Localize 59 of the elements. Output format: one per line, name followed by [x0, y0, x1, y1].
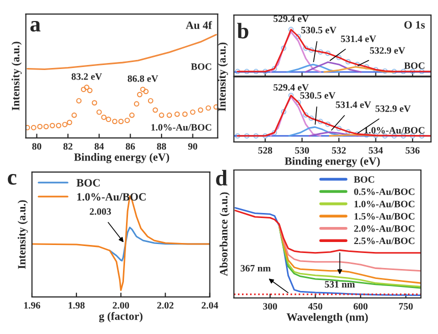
annotation: 529.4 eV: [274, 15, 309, 22]
x-tick-label: 750: [399, 303, 413, 310]
annotation: b: [237, 22, 248, 38]
annotation: 531.4 eV: [340, 36, 376, 42]
annotation: 530.5 eV: [300, 92, 336, 99]
x-tick-label: 530: [295, 147, 309, 154]
x-tick-label: 600: [354, 303, 368, 310]
y-axis-title: Intensity (a.u.): [18, 200, 28, 269]
x-tick-label: 534: [368, 147, 383, 154]
x-tick-label: 2.04: [202, 302, 218, 309]
x-tick-label: 300: [263, 303, 278, 310]
annotation: 86.8 eV: [128, 75, 158, 82]
x-tick-label: 450: [308, 303, 322, 310]
x-tick-label: 86: [126, 143, 135, 150]
x-axis-title: Binding energy (eV): [74, 153, 170, 164]
annotation: 2.003: [90, 208, 111, 215]
annotation: 530.5 eV: [301, 26, 336, 34]
x-tick-label: 532: [332, 147, 346, 154]
x-axis-title: g (factor): [99, 312, 142, 322]
series-label: BOC: [191, 63, 212, 70]
text: Au 4f: [186, 21, 212, 30]
legend-label: 1.0%-Au/BOC: [77, 193, 146, 201]
annotation: 532.9 eV: [370, 47, 406, 54]
x-tick-label: 536: [406, 147, 420, 154]
annotation: 532.9 eV: [376, 105, 411, 112]
legend-label: 2.5%-Au/BOC: [354, 238, 414, 244]
series-label: BOC: [404, 62, 424, 69]
annotation: 531 nm: [324, 281, 355, 288]
annotation: 531.4 eV: [336, 101, 371, 108]
x-tick-label: 80: [32, 143, 42, 150]
x-tick-label: 84: [94, 143, 104, 150]
y-axis-title: Absorbance (a.u.): [220, 192, 230, 276]
x-tick-label: 528: [258, 147, 272, 154]
legend-label: 1.0%-Au/BOC: [354, 200, 414, 208]
text: O 1s: [404, 21, 425, 29]
y-axis-title: Intensity (a.u.): [218, 42, 228, 112]
x-tick-label: 1.98: [68, 302, 85, 309]
legend-label: 1.5%-Au/BOC: [354, 213, 414, 220]
text: d: [216, 170, 228, 186]
text: c: [8, 174, 16, 185]
annotation: 83.2 eV: [72, 73, 102, 80]
x-tick-label: 88: [157, 143, 166, 150]
y-axis-title: Intensity (a.u.): [12, 42, 22, 110]
legend-label: 0.5%-Au/BOC: [354, 188, 414, 196]
legend-label: 2.0%-Au/BOC: [354, 225, 414, 232]
x-tick-label: 1.96: [24, 302, 40, 309]
x-tick-label: 90: [188, 143, 198, 150]
x-axis-title: Binding energy (eV): [284, 157, 380, 168]
x-axis-title: Wavelength (nm): [286, 312, 368, 324]
annotation: 367 nm: [240, 264, 271, 272]
annotation: 529.4 eV: [274, 84, 309, 91]
x-tick-label: 2.02: [157, 302, 174, 309]
text: a: [30, 20, 40, 32]
legend-label: BOC: [76, 179, 100, 187]
legend-label: BOC: [354, 176, 374, 183]
series-label: 1.0%-Au/BOC: [151, 124, 212, 131]
series-label: 1.0%-Au/BOC: [364, 127, 424, 134]
x-tick-label: 2.00: [112, 302, 130, 309]
x-tick-label: 82: [63, 143, 72, 150]
